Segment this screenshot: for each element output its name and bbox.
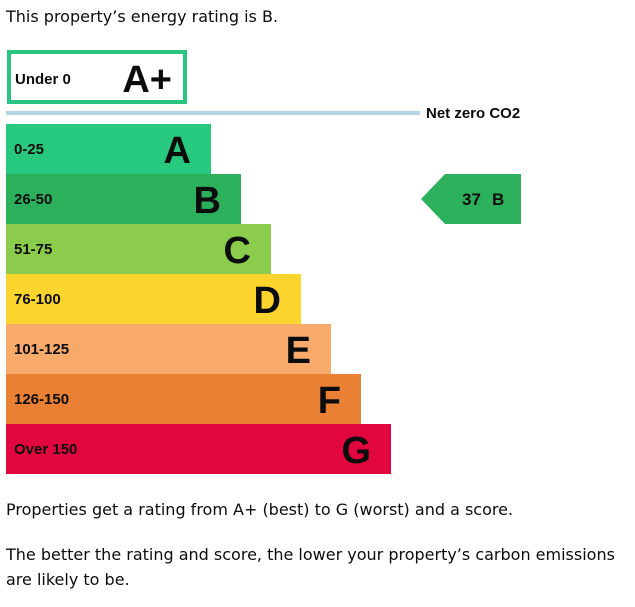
band-a-letter-label: A <box>164 130 191 172</box>
band-b <box>6 174 241 224</box>
band-a-range-label: 0-25 <box>14 141 44 158</box>
band-d <box>6 274 301 324</box>
band-d-letter-label: D <box>254 280 281 322</box>
band-c-letter-label: C <box>224 230 251 272</box>
band-g-letter-label: G <box>341 430 371 472</box>
energy-rating-chart-svg: Under 0 A+ Net zero CO2 0-25 A 26-50 B 51-75 C 76… <box>6 50 521 474</box>
band-a-plus-letter-label: A+ <box>122 59 172 101</box>
band-c <box>6 224 271 274</box>
band-g <box>6 424 391 474</box>
emissions-explanation: The better the rating and score, the low… <box>6 545 615 589</box>
band-g-range-label: Over 150 <box>14 441 77 458</box>
band-f-range-label: 126-150 <box>14 391 69 408</box>
band-c-range-label: 51-75 <box>14 241 52 258</box>
band-e-letter-label: E <box>286 330 311 372</box>
band-f <box>6 374 361 424</box>
current-rating-score: 37 <box>462 190 481 209</box>
band-b-letter-label: B <box>194 180 221 222</box>
band-e-range-label: 101-125 <box>14 341 69 358</box>
band-a-plus <box>7 50 187 104</box>
band-a-plus-range-label: Under 0 <box>15 71 71 88</box>
energy-rating-intro: This property’s energy rating is B. <box>6 7 279 26</box>
rating-explanation: Properties get a rating from A+ (best) t… <box>6 500 514 519</box>
band-a <box>6 124 211 174</box>
band-e <box>6 324 331 374</box>
net-zero-label: Net zero CO2 <box>426 105 520 122</box>
band-d-range-label: 76-100 <box>14 291 61 308</box>
current-rating-letter: B <box>492 190 504 209</box>
current-rating-arrow <box>421 174 521 224</box>
energy-rating-chart: Under 0 A+ Net zero CO2 0-25 A 26-50 B 51-75 C 76… <box>0 46 635 480</box>
band-b-range-label: 26-50 <box>14 191 52 208</box>
band-f-letter-label: F <box>318 380 341 422</box>
